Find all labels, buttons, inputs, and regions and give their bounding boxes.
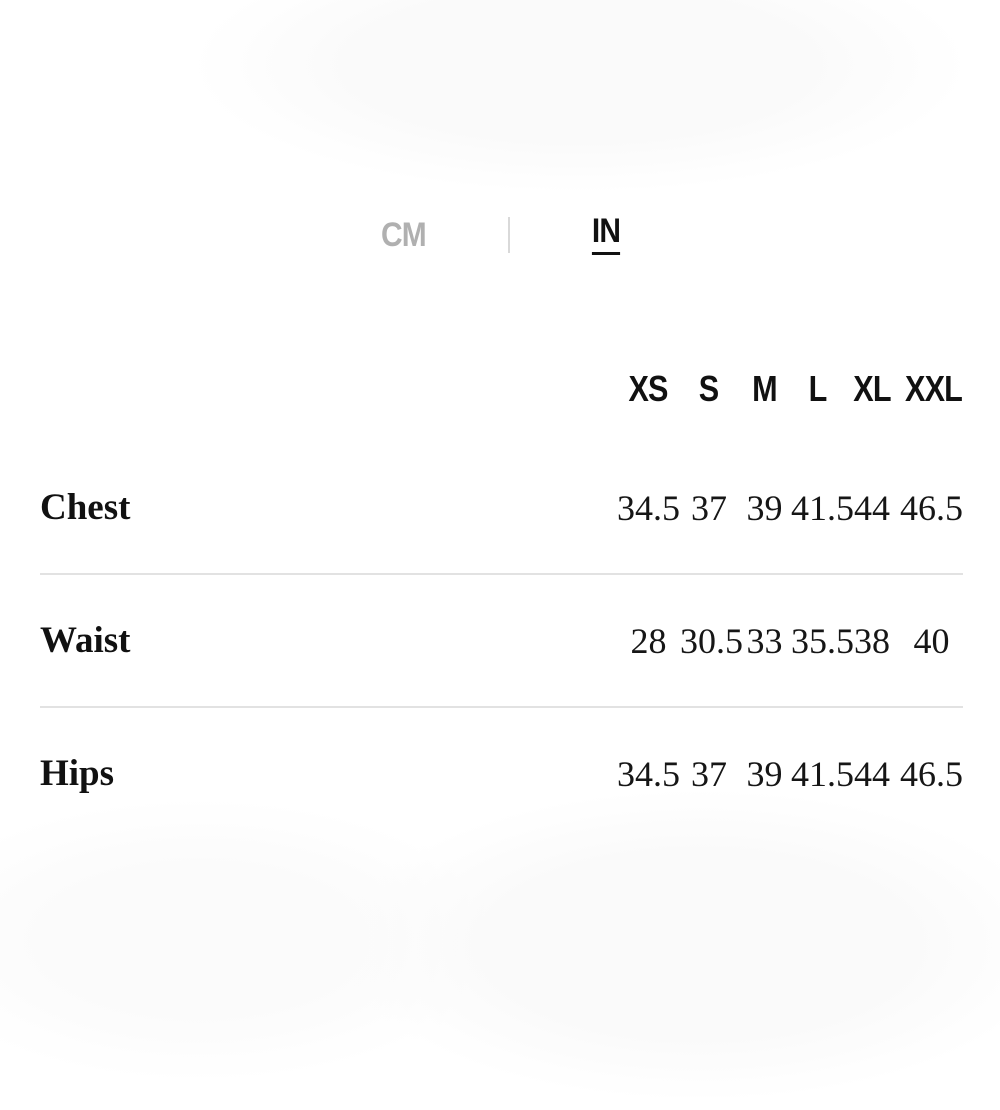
cell-chest-xxl: 46.5 (900, 487, 963, 528)
size-column-header-l: L (791, 310, 844, 442)
unit-option-cm[interactable]: CM (380, 215, 427, 254)
cell-waist-xs: 28 (630, 620, 667, 661)
row-label-waist: Waist (40, 620, 131, 661)
cell-waist-xxl: 40 (913, 620, 950, 661)
cell-waist-m: 33 (746, 620, 783, 661)
cell-chest-xl: 44 (854, 487, 890, 528)
table-row-hips: Hips 34.5 37 39 41.5 44 46.5 (40, 707, 963, 839)
row-label-chest: Chest (40, 487, 131, 528)
size-column-header-m: M (738, 310, 791, 442)
table-row-waist: Waist 28 30.5 33 35.5 38 40 (40, 574, 963, 707)
row-label-hips: Hips (40, 753, 115, 794)
cell-hips-xs: 34.5 (617, 753, 680, 794)
unit-toggle: CM IN (0, 214, 1000, 255)
table-row-chest: Chest 34.5 37 39 41.5 44 46.5 (40, 442, 963, 574)
size-label-xs: XS (628, 368, 669, 409)
size-label-l: L (808, 368, 828, 409)
size-label-m: M (752, 368, 778, 409)
size-chart-table: XS S M L XL XXL Chest 34.5 37 39 41.5 44… (40, 310, 963, 839)
size-column-header-xs: XS (617, 310, 680, 442)
cell-waist-s: 30.5 (680, 620, 743, 661)
size-label-s: S (699, 368, 719, 409)
size-header-row: XS S M L XL XXL (40, 310, 963, 442)
size-column-header-xl: XL (844, 310, 900, 442)
cell-chest-l: 41.5 (791, 487, 854, 528)
cell-hips-l: 41.5 (791, 753, 854, 794)
cell-waist-l: 35.5 (791, 620, 854, 661)
cell-hips-m: 39 (746, 753, 783, 794)
size-label-xxl: XXL (905, 368, 963, 409)
cell-chest-xs: 34.5 (617, 487, 680, 528)
unit-option-in[interactable]: IN (592, 214, 621, 255)
cell-waist-xl: 38 (854, 620, 890, 661)
size-header-spacer (40, 310, 617, 442)
cell-hips-s: 37 (691, 753, 727, 794)
cell-chest-s: 37 (691, 487, 727, 528)
size-label-xl: XL (853, 368, 891, 409)
size-column-header-s: S (680, 310, 738, 442)
size-column-header-xxl: XXL (900, 310, 963, 442)
cell-hips-xl: 44 (854, 753, 890, 794)
cell-chest-m: 39 (746, 487, 783, 528)
cell-hips-xxl: 46.5 (900, 753, 963, 794)
faded-background-shape-top (170, 0, 990, 200)
unit-toggle-divider (508, 216, 511, 253)
